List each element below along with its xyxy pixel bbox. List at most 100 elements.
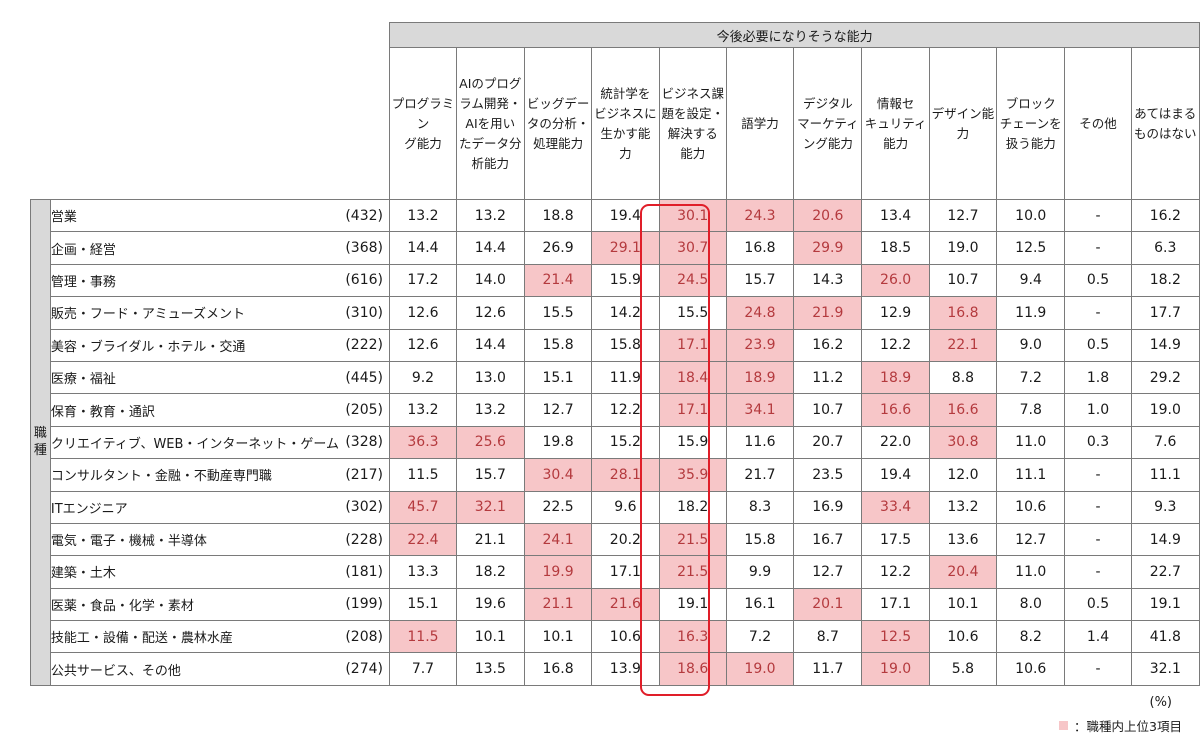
column-header-label: 統計学を ビジネスに 生かす能 力: [594, 85, 657, 161]
value-cell: 8.0: [996, 587, 1066, 622]
value-cell: 14.0: [455, 263, 525, 298]
value-cell: -: [1064, 231, 1132, 265]
column-header: ビジネス課 題を設定・ 解決する 能力: [658, 47, 727, 200]
value-cell: 18.6: [658, 652, 727, 686]
value-cell: 8.2: [996, 620, 1066, 654]
value-cell: 15.7: [455, 458, 525, 492]
column-header-label: その他: [1079, 115, 1117, 131]
value-cell: 12.2: [861, 328, 930, 362]
value-cell: 16.9: [793, 490, 863, 524]
value-cell: 13.2: [455, 198, 525, 233]
table-row: 職 種営業 (432) 13.2 13.2 18.8 19.4 30.1 24.3 20.6 13…: [30, 198, 1200, 686]
value-cell: 16.8: [523, 652, 593, 686]
value-cell: 11.0: [996, 425, 1066, 460]
value-cell: 21.4: [523, 263, 593, 298]
table-row: 技能工・設備・配送・農林水産 (208) 11.5 10.1 10.1 10.6 16.3 7…: [31, 620, 1200, 654]
side-category-label: 職 種: [30, 199, 51, 686]
row-sample-size: (445): [339, 360, 391, 395]
value-cell: 19.6: [455, 587, 525, 622]
value-cell: 18.5: [861, 231, 930, 265]
value-cell: 21.9: [793, 296, 863, 330]
value-cell: 16.7: [793, 522, 863, 557]
row-label: 医薬・食品・化学・素材: [50, 587, 340, 622]
value-cell: 22.1: [928, 328, 998, 362]
value-cell: 25.6: [455, 425, 525, 460]
table-row: 電気・電子・機械・半導体 (228) 22.4 21.1 24.1 20.2 21.5 15.…: [31, 522, 1200, 557]
column-header-label: 語学力: [741, 115, 779, 131]
column-header: デジタル マーケティ ング能力: [793, 47, 863, 200]
column-header-label: プログラミン グ能力: [391, 95, 455, 151]
table-row: 販売・フード・アミューズメント (310) 12.6 12.6 15.5 14.2 15.5…: [31, 296, 1200, 330]
value-cell: 9.9: [725, 555, 795, 589]
value-cell: 24.8: [725, 296, 795, 330]
value-cell: 36.3: [389, 425, 457, 460]
row-sample-size: (205): [339, 393, 391, 427]
value-cell: 22.5: [523, 490, 593, 524]
value-cell: 32.1: [1130, 652, 1200, 686]
value-cell: 15.1: [523, 360, 593, 395]
table-row: 公共サービス、その他 (274) 7.7 13.5 16.8 13.9 18.6 19.0 11…: [31, 652, 1200, 686]
value-cell: 19.4: [861, 458, 930, 492]
row-sample-size: (217): [339, 458, 391, 492]
value-cell: 10.1: [928, 587, 998, 622]
value-cell: 20.4: [928, 555, 998, 589]
value-cell: 21.7: [725, 458, 795, 492]
row-sample-size: (222): [339, 328, 391, 362]
value-cell: 35.9: [658, 458, 727, 492]
value-cell: 18.9: [861, 360, 930, 395]
value-cell: 10.6: [996, 652, 1066, 686]
column-header: プログラミン グ能力: [389, 47, 457, 200]
row-label: ITエンジニア: [50, 490, 340, 524]
column-header: AIのプログ ラム開発・ AIを用い たデータ分 析能力: [455, 47, 525, 200]
value-cell: 20.7: [793, 425, 863, 460]
value-cell: 20.6: [793, 198, 863, 233]
value-cell: 19.1: [658, 587, 727, 622]
value-cell: 21.5: [658, 555, 727, 589]
value-cell: -: [1064, 522, 1132, 557]
column-header-label: デザイン能 力: [931, 105, 995, 141]
value-cell: 1.8: [1064, 360, 1132, 395]
value-cell: 23.9: [725, 328, 795, 362]
value-cell: 30.7: [658, 231, 727, 265]
value-cell: 29.2: [1130, 360, 1200, 395]
value-cell: 13.6: [928, 522, 998, 557]
legend-swatch: [1059, 721, 1069, 730]
value-cell: 24.1: [523, 522, 593, 557]
value-cell: 12.7: [996, 522, 1066, 557]
row-sample-size: (310): [339, 296, 391, 330]
value-cell: 11.9: [591, 360, 660, 395]
row-label: 管理・事務: [50, 263, 340, 298]
unit-label: (%): [1149, 695, 1173, 710]
table-row: ITエンジニア (302) 45.7 32.1 22.5 9.6 18.2 8.3 16.9 33…: [31, 490, 1200, 524]
column-header-label: 情報セ キュリティ 能力: [864, 95, 927, 151]
value-cell: 17.1: [861, 587, 930, 622]
value-cell: 21.1: [523, 587, 593, 622]
table-row: 保育・教育・通訳 (205) 13.2 13.2 12.7 12.2 17.1 34.1 10.…: [31, 393, 1200, 427]
table-row: 医療・福祉 (445) 9.2 13.0 15.1 11.9 18.4 18.9 11.2 18.…: [31, 360, 1200, 395]
row-label: クリエイティブ、WEB・インターネット・ゲーム: [50, 425, 340, 460]
value-cell: 17.7: [1130, 296, 1200, 330]
value-cell: 9.2: [389, 360, 457, 395]
column-header-label: あてはまる ものはない: [1134, 105, 1197, 141]
column-header: あてはまる ものはない: [1130, 47, 1200, 200]
table-row: 建築・土木 (181) 13.3 18.2 19.9 17.1 21.5 9.9 12.7 12.…: [31, 555, 1200, 589]
column-header: 統計学を ビジネスに 生かす能 力: [591, 47, 660, 200]
value-cell: 12.6: [389, 296, 457, 330]
row-label: 保育・教育・通訳: [50, 393, 340, 427]
value-cell: 18.9: [725, 360, 795, 395]
value-cell: 20.1: [793, 587, 863, 622]
row-label: 企画・経営: [50, 231, 340, 265]
value-cell: 24.3: [725, 198, 795, 233]
value-cell: 16.8: [928, 296, 998, 330]
value-cell: 13.2: [389, 198, 457, 233]
legend-text: ：職種内上位3項目: [1074, 719, 1182, 734]
row-label: 技能工・設備・配送・農林水産: [50, 620, 340, 654]
value-cell: 13.5: [455, 652, 525, 686]
value-cell: 29.9: [793, 231, 863, 265]
value-cell: 11.9: [996, 296, 1066, 330]
value-cell: 41.8: [1130, 620, 1200, 654]
value-cell: 0.3: [1064, 425, 1132, 460]
table-row: 企画・経営 (368) 14.4 14.4 26.9 29.1 30.7 16.8 29.9 18…: [31, 231, 1200, 265]
value-cell: 13.2: [389, 393, 457, 427]
value-cell: 16.2: [1130, 198, 1200, 233]
